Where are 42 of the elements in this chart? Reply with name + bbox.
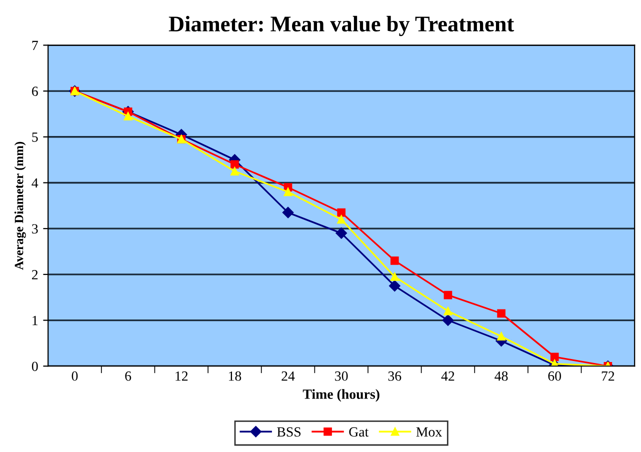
y-tick-label: 7 bbox=[32, 40, 38, 50]
point bbox=[230, 167, 239, 176]
point bbox=[497, 309, 506, 318]
point bbox=[230, 160, 239, 169]
point bbox=[444, 290, 452, 300]
point bbox=[390, 272, 399, 281]
point bbox=[389, 280, 400, 292]
x-tick-label: 6 bbox=[125, 371, 132, 381]
y-tick-label: 5 bbox=[32, 132, 38, 142]
y-tick-label: 0 bbox=[32, 362, 38, 372]
x-axis-title: Time (hours) bbox=[302, 389, 380, 402]
x-tick-label: 48 bbox=[494, 371, 508, 381]
y-tick-label: 3 bbox=[32, 224, 38, 234]
point bbox=[497, 332, 506, 340]
x-tick-label: 36 bbox=[388, 371, 402, 381]
x-tick-label: 0 bbox=[72, 371, 78, 381]
point bbox=[284, 188, 292, 196]
point bbox=[282, 206, 294, 218]
x-tick-label: 72 bbox=[602, 371, 614, 381]
x-tick-label: 60 bbox=[548, 371, 562, 381]
y-tick-label: 6 bbox=[32, 86, 38, 96]
x-tick-label: 24 bbox=[282, 371, 295, 381]
point bbox=[442, 314, 454, 326]
x-tick-label: 30 bbox=[335, 371, 348, 381]
y-axis-title: Average Diameter (mm) bbox=[14, 142, 26, 270]
point bbox=[390, 256, 399, 265]
legend-label: Gat bbox=[349, 427, 369, 437]
point bbox=[337, 215, 346, 224]
y-tick-label: 4 bbox=[32, 178, 38, 188]
point bbox=[444, 306, 452, 316]
legend-label: Mox bbox=[416, 427, 442, 437]
point bbox=[337, 208, 346, 217]
x-tick-label: 42 bbox=[441, 371, 454, 381]
y-tick-label: 2 bbox=[32, 270, 38, 280]
point bbox=[550, 352, 559, 362]
y-tick-label: 1 bbox=[32, 316, 38, 326]
point bbox=[336, 228, 347, 239]
point bbox=[124, 112, 132, 120]
x-tick-label: 12 bbox=[176, 371, 188, 381]
chart-title: Diameter: Mean value by Treatment bbox=[168, 16, 514, 36]
x-tick-label: 18 bbox=[228, 371, 242, 381]
legend-label: BSS bbox=[277, 427, 301, 437]
